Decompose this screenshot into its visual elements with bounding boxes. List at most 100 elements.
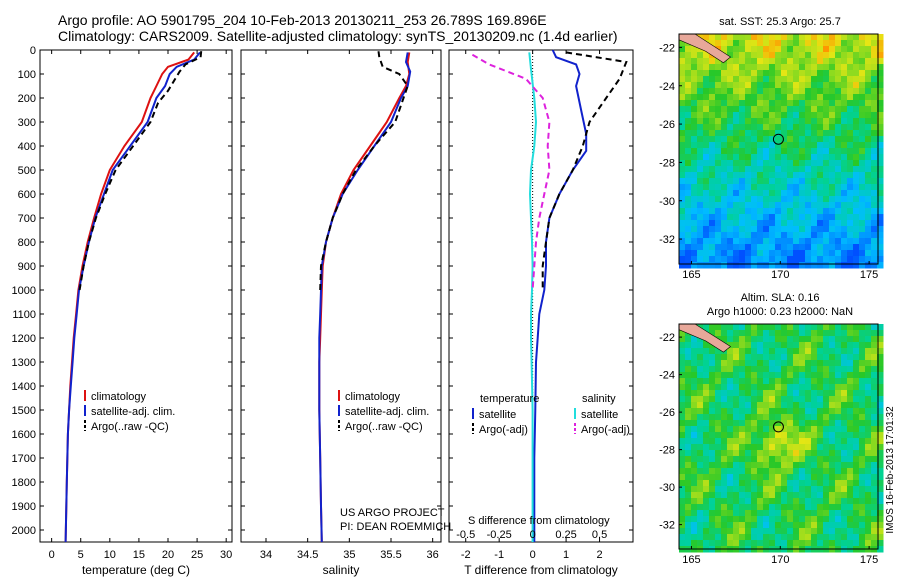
top-tick-label: 0 (530, 529, 536, 541)
x-tick-label: 30 (220, 549, 232, 561)
map-x-tick-label: 170 (771, 554, 789, 566)
map-y-tick-label: -32 (659, 234, 675, 246)
sst-map-field (679, 34, 884, 269)
plot-frame-salinity-profile (240, 49, 442, 543)
x-tick-label: 1 (563, 549, 569, 561)
series-line-climatology (64, 51, 195, 543)
map-y-tick-label: -28 (659, 157, 675, 169)
map-x-tick-label: 165 (682, 269, 700, 281)
y-tick-label: 500 (18, 165, 36, 177)
legend-label: satellite (479, 409, 516, 421)
x-tick-label: 35.5 (380, 549, 401, 561)
x-tick-label: -2 (461, 549, 471, 561)
x-axis-label: T difference from climatology (464, 563, 618, 577)
series-line-climatology (318, 52, 411, 543)
map-x-tick-label: 165 (682, 554, 700, 566)
x-tick-label: 0 (530, 549, 536, 561)
plot-frame-temperature-profile (39, 49, 233, 543)
y-tick-label: 700 (18, 213, 36, 225)
project-line-1: US ARGO PROJECT (340, 507, 445, 519)
sla-map-frame (678, 323, 879, 550)
legend-label: satellite-adj. clim. (91, 406, 175, 418)
top-tick-label: 0.5 (592, 529, 607, 541)
x-tick-label: 36 (427, 549, 439, 561)
y-tick-label: 1700 (12, 453, 36, 465)
map-y-tick-label: -22 (659, 42, 675, 54)
x-tick-label: 34.5 (297, 549, 318, 561)
y-tick-label: 800 (18, 237, 36, 249)
map-y-tick-label: -24 (659, 370, 675, 382)
map-y-tick-label: -28 (659, 445, 675, 457)
y-tick-label: 1000 (12, 285, 36, 297)
legend-label: satellite (581, 409, 618, 421)
x-tick-label: 10 (104, 549, 116, 561)
series-line-salinity-satellite (528, 52, 538, 542)
y-tick-label: 300 (18, 117, 36, 129)
map-x-tick-label: 170 (771, 269, 789, 281)
top-axis-label: S difference from climatology (468, 515, 610, 527)
x-axis-label: salinity (323, 563, 360, 577)
series-line-argo-raw-qc- (78, 51, 203, 291)
legend-label: Argo(-adj) (581, 424, 630, 436)
top-tick-label: -0.25 (487, 529, 512, 541)
y-tick-label: 1500 (12, 405, 36, 417)
x-tick-label: 34 (260, 549, 272, 561)
series-line-satellite-adj-clim- (64, 51, 201, 543)
profile-location-marker (772, 133, 784, 145)
x-tick-label: 35 (343, 549, 355, 561)
plot-frame-difference-profile (448, 49, 634, 543)
x-tick-label: 15 (133, 549, 145, 561)
map-y-tick-label: -26 (659, 407, 675, 419)
legend-label: climatology (91, 391, 147, 403)
sst-map-frame (678, 33, 879, 265)
y-tick-label: 1900 (12, 501, 36, 513)
legend-label: Argo(..raw -QC) (91, 421, 169, 433)
x-tick-label: 2 (596, 549, 602, 561)
header-line-2: Climatology: CARS2009. Satellite-adjuste… (58, 28, 618, 44)
sla-map-field (679, 324, 884, 553)
map-y-tick-label: -26 (659, 119, 675, 131)
y-tick-label: 400 (18, 141, 36, 153)
legend-title-salinity: salinity (582, 393, 616, 405)
x-tick-label: 0 (49, 549, 55, 561)
legend-label: climatology (345, 391, 401, 403)
x-axis-label: temperature (deg C) (82, 563, 190, 577)
map-y-tick-label: -24 (659, 81, 675, 93)
y-tick-label: 1100 (12, 309, 36, 321)
map-x-tick-label: 175 (860, 269, 878, 281)
y-tick-label: 1400 (12, 381, 36, 393)
y-tick-label: 1300 (12, 357, 36, 369)
top-tick-label: -0.5 (456, 529, 475, 541)
y-tick-label: 200 (18, 93, 36, 105)
map-y-tick-label: -30 (659, 196, 675, 208)
x-tick-label: 25 (191, 549, 203, 561)
legend-label: Argo(..raw -QC) (345, 421, 423, 433)
y-tick-label: 1200 (12, 333, 36, 345)
top-tick-label: 0.25 (555, 529, 576, 541)
header-line-1: Argo profile: AO 5901795_204 10-Feb-2013… (58, 12, 547, 28)
y-tick-label: 1800 (12, 477, 36, 489)
legend-title-temperature: temperature (480, 393, 539, 405)
sst-map-title: sat. SST: 25.3 Argo: 25.7 (719, 16, 841, 28)
series-line-satellite-adj-clim- (318, 52, 412, 543)
sla-map-title-1: Altim. SLA: 0.16 (741, 292, 820, 304)
y-tick-label: 2000 (12, 525, 36, 537)
y-tick-label: 1600 (12, 429, 36, 441)
profile-location-marker (772, 421, 784, 433)
project-line-2: PI: DEAN ROEMMICH (340, 521, 451, 533)
map-x-tick-label: 175 (860, 554, 878, 566)
map-y-tick-label: -30 (659, 482, 675, 494)
series-line-argo-raw-qc- (319, 51, 409, 291)
x-tick-label: 5 (78, 549, 84, 561)
series-line-temperature-argo-adj- (541, 51, 628, 290)
x-tick-label: -1 (494, 549, 504, 561)
side-timestamp: IMOS 16-Feb-2013 17:01:32 (885, 406, 896, 534)
map-y-tick-label: -32 (659, 520, 675, 532)
legend-label: satellite-adj. clim. (345, 406, 429, 418)
legend-label: Argo(-adj) (479, 424, 528, 436)
x-tick-label: 20 (162, 549, 174, 561)
y-tick-label: 0 (30, 45, 36, 57)
y-tick-label: 900 (18, 261, 36, 273)
